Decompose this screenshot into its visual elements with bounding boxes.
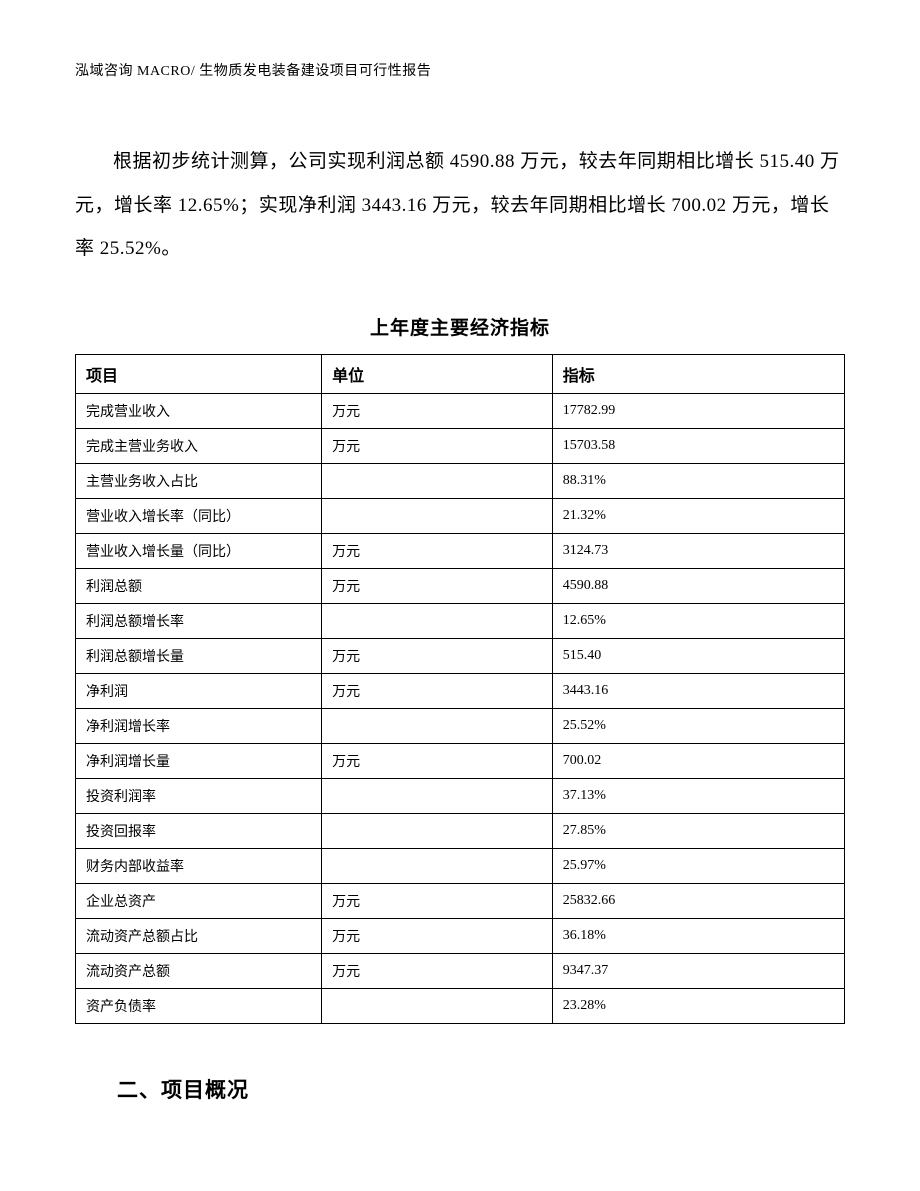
page-header: 泓域咨询 MACRO/ 生物质发电装备建设项目可行性报告 <box>75 60 845 80</box>
table-row: 利润总额增长率 12.65% <box>76 604 845 639</box>
cell-value: 515.40 <box>552 639 844 674</box>
cell-value: 3124.73 <box>552 534 844 569</box>
cell-value: 700.02 <box>552 744 844 779</box>
cell-value: 36.18% <box>552 919 844 954</box>
cell-unit <box>322 604 553 639</box>
cell-unit <box>322 464 553 499</box>
economic-indicators-table: 项目 单位 指标 完成营业收入万元17782.99完成主营业务收入万元15703… <box>75 354 845 1024</box>
cell-unit <box>322 989 553 1024</box>
cell-value: 12.65% <box>552 604 844 639</box>
cell-item: 完成主营业务收入 <box>76 429 322 464</box>
cell-item: 投资利润率 <box>76 779 322 814</box>
cell-unit <box>322 709 553 744</box>
cell-item: 净利润增长量 <box>76 744 322 779</box>
cell-unit: 万元 <box>322 674 553 709</box>
cell-unit: 万元 <box>322 639 553 674</box>
cell-item: 净利润 <box>76 674 322 709</box>
cell-unit <box>322 779 553 814</box>
table-row: 利润总额万元4590.88 <box>76 569 845 604</box>
cell-item: 企业总资产 <box>76 884 322 919</box>
table-row: 企业总资产万元25832.66 <box>76 884 845 919</box>
table-row: 流动资产总额占比万元36.18% <box>76 919 845 954</box>
table-title: 上年度主要经济指标 <box>75 313 845 340</box>
cell-item: 流动资产总额 <box>76 954 322 989</box>
cell-unit <box>322 814 553 849</box>
cell-item: 投资回报率 <box>76 814 322 849</box>
cell-item: 净利润增长率 <box>76 709 322 744</box>
table-row: 营业收入增长率（同比） 21.32% <box>76 499 845 534</box>
header-value: 指标 <box>552 355 844 394</box>
cell-unit: 万元 <box>322 919 553 954</box>
table-row: 完成营业收入万元17782.99 <box>76 394 845 429</box>
cell-unit <box>322 499 553 534</box>
cell-item: 主营业务收入占比 <box>76 464 322 499</box>
table-row: 资产负债率 23.28% <box>76 989 845 1024</box>
table-row: 净利润增长量万元700.02 <box>76 744 845 779</box>
cell-value: 21.32% <box>552 499 844 534</box>
cell-unit: 万元 <box>322 394 553 429</box>
cell-item: 财务内部收益率 <box>76 849 322 884</box>
cell-value: 17782.99 <box>552 394 844 429</box>
header-unit: 单位 <box>322 355 553 394</box>
table-row: 投资回报率 27.85% <box>76 814 845 849</box>
cell-unit: 万元 <box>322 954 553 989</box>
cell-unit: 万元 <box>322 569 553 604</box>
cell-value: 9347.37 <box>552 954 844 989</box>
cell-value: 4590.88 <box>552 569 844 604</box>
header-item: 项目 <box>76 355 322 394</box>
cell-value: 25.97% <box>552 849 844 884</box>
table-row: 投资利润率 37.13% <box>76 779 845 814</box>
cell-item: 营业收入增长率（同比） <box>76 499 322 534</box>
cell-item: 利润总额增长率 <box>76 604 322 639</box>
table-row: 净利润万元3443.16 <box>76 674 845 709</box>
cell-value: 3443.16 <box>552 674 844 709</box>
table-row: 流动资产总额万元9347.37 <box>76 954 845 989</box>
cell-item: 利润总额 <box>76 569 322 604</box>
cell-item: 完成营业收入 <box>76 394 322 429</box>
table-row: 营业收入增长量（同比）万元3124.73 <box>76 534 845 569</box>
table-header-row: 项目 单位 指标 <box>76 355 845 394</box>
cell-unit: 万元 <box>322 534 553 569</box>
cell-value: 25.52% <box>552 709 844 744</box>
cell-value: 25832.66 <box>552 884 844 919</box>
section-heading: 二、项目概况 <box>75 1074 845 1104</box>
table-row: 完成主营业务收入万元15703.58 <box>76 429 845 464</box>
cell-unit: 万元 <box>322 884 553 919</box>
cell-value: 88.31% <box>552 464 844 499</box>
cell-value: 37.13% <box>552 779 844 814</box>
cell-unit: 万元 <box>322 744 553 779</box>
cell-unit: 万元 <box>322 429 553 464</box>
cell-item: 利润总额增长量 <box>76 639 322 674</box>
summary-paragraph: 根据初步统计测算，公司实现利润总额 4590.88 万元，较去年同期相比增长 5… <box>75 140 845 271</box>
cell-item: 营业收入增长量（同比） <box>76 534 322 569</box>
cell-value: 15703.58 <box>552 429 844 464</box>
cell-value: 23.28% <box>552 989 844 1024</box>
cell-unit <box>322 849 553 884</box>
table-row: 净利润增长率 25.52% <box>76 709 845 744</box>
table-row: 主营业务收入占比 88.31% <box>76 464 845 499</box>
cell-item: 资产负债率 <box>76 989 322 1024</box>
table-row: 利润总额增长量万元515.40 <box>76 639 845 674</box>
cell-value: 27.85% <box>552 814 844 849</box>
cell-item: 流动资产总额占比 <box>76 919 322 954</box>
table-row: 财务内部收益率 25.97% <box>76 849 845 884</box>
